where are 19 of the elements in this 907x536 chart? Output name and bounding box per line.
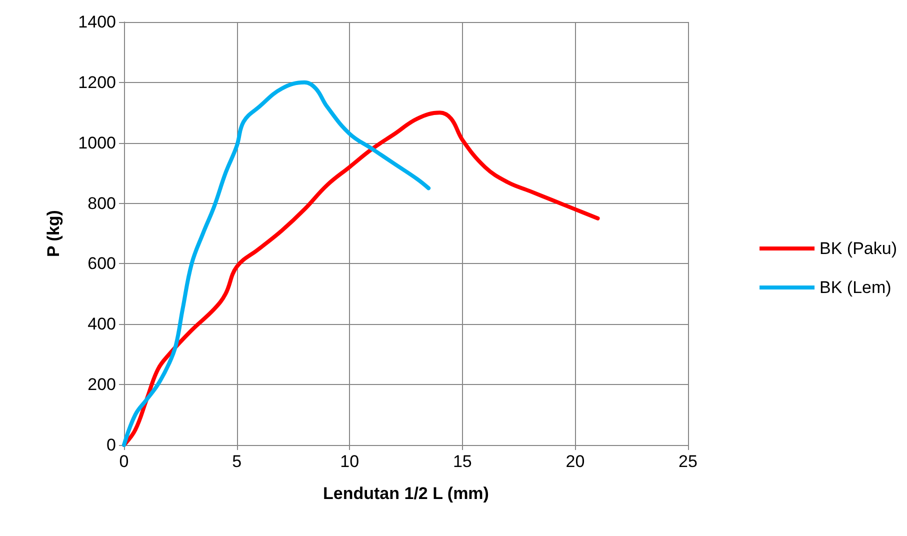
legend-label: BK (Paku) bbox=[820, 239, 898, 258]
line-series bbox=[122, 80, 431, 447]
y-tick-label: 1400 bbox=[78, 12, 116, 32]
y-axis-title: P (kg) bbox=[44, 210, 63, 257]
y-tick-label: 600 bbox=[88, 254, 116, 274]
x-tick-label: 0 bbox=[119, 452, 129, 471]
x-axis-title: Lendutan 1/2 L (mm) bbox=[323, 484, 489, 503]
y-tick-label: 800 bbox=[88, 194, 116, 213]
y-tick-label: 1000 bbox=[78, 133, 116, 152]
y-tick-label: 200 bbox=[88, 375, 116, 394]
y-tick-label: 400 bbox=[88, 314, 116, 334]
x-tick-label: 15 bbox=[452, 452, 472, 471]
y-tick-label: 1200 bbox=[78, 72, 116, 92]
x-tick-label: 10 bbox=[340, 452, 360, 471]
legend-label: BK (Lem) bbox=[820, 278, 892, 297]
x-tick-label: 5 bbox=[232, 452, 242, 471]
y-tick-label: 0 bbox=[106, 436, 116, 454]
x-tick-label: 25 bbox=[678, 452, 698, 471]
x-tick-label: 20 bbox=[566, 452, 585, 471]
